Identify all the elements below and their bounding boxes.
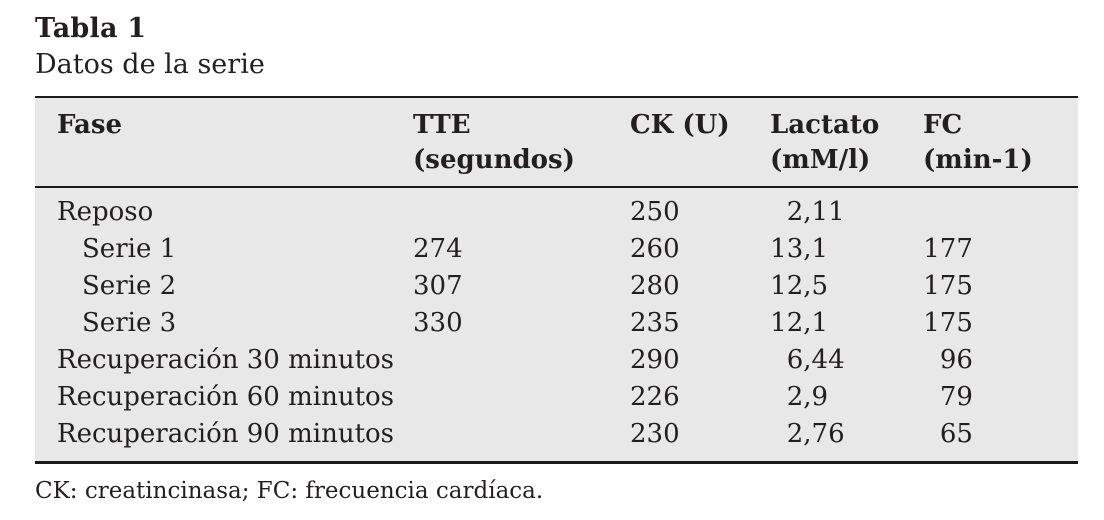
header-label: TTE: [413, 110, 471, 140]
table-subtitle: Datos de la serie: [35, 49, 265, 80]
header-label: FC: [923, 110, 963, 140]
fc-value: 96: [939, 345, 973, 375]
table-title: Tabla 1: [35, 13, 147, 44]
cell-fase: Recuperación 60 minutos: [57, 382, 395, 412]
fc-value: 175: [923, 308, 973, 338]
cell-ck: 290: [630, 345, 680, 375]
cell-lactato: 6,44: [786, 345, 845, 375]
fc-value: 177: [923, 234, 973, 264]
cell-fc: 175: [923, 268, 1078, 305]
cell-fc: 79: [923, 379, 1078, 416]
cell-tte: [413, 342, 630, 379]
table-body: Reposo 250 2,11 Serie 1 274 260 13,1 177…: [35, 187, 1078, 463]
cell-lactato: 2,76: [786, 419, 845, 449]
cell-tte: 274: [413, 234, 463, 264]
cell-tte: [413, 187, 630, 231]
table-row: Serie 1 274 260 13,1 177: [35, 231, 1078, 268]
cell-ck: 280: [630, 271, 680, 301]
cell-ck: 260: [630, 234, 680, 264]
cell-fc: 65: [923, 416, 1078, 463]
fc-value: 65: [939, 419, 973, 449]
cell-lactato: 12,5: [770, 271, 829, 301]
cell-tte: 307: [413, 271, 463, 301]
cell-ck: 235: [630, 308, 680, 338]
fc-value: 175: [923, 271, 973, 301]
table-header: Fase TTE (segundos) CK (U) Lactato (mM/l…: [35, 97, 1078, 188]
cell-lactato: 2,11: [786, 197, 845, 227]
cell-fase: Serie 1: [82, 234, 177, 264]
cell-fc: [923, 187, 1078, 231]
cell-fc: 175: [923, 305, 1078, 342]
header-label: Lactato: [770, 110, 880, 140]
table-row: Serie 3 330 235 12,1 175: [35, 305, 1078, 342]
table-row: Recuperación 60 minutos 226 2,9 79: [35, 379, 1078, 416]
table-row: Recuperación 30 minutos 290 6,44 96: [35, 342, 1078, 379]
cell-fc: 96: [923, 342, 1078, 379]
header-cell-fc: FC (min-1): [923, 97, 1078, 188]
header-label: Fase: [57, 110, 123, 140]
header-cell-lactato: Lactato (mM/l): [770, 97, 923, 188]
cell-ck: 226: [630, 382, 680, 412]
table-row: Reposo 250 2,11: [35, 187, 1078, 231]
header-sublabel: (min-1): [923, 145, 1033, 175]
cell-fase: Reposo: [57, 197, 154, 227]
table-row: Recuperación 90 minutos 230 2,76 65: [35, 416, 1078, 463]
cell-fc: 177: [923, 231, 1078, 268]
cell-fase: Recuperación 90 minutos: [57, 419, 395, 449]
cell-ck: 230: [630, 419, 680, 449]
cell-fase: Serie 3: [82, 308, 177, 338]
header-row: Fase TTE (segundos) CK (U) Lactato (mM/l…: [35, 97, 1078, 188]
cell-lactato: 2,9: [786, 382, 829, 412]
cell-fase: Serie 2: [82, 271, 177, 301]
cell-tte: 330: [413, 308, 463, 338]
header-sublabel: (segundos): [413, 145, 575, 175]
table-row: Serie 2 307 280 12,5 175: [35, 268, 1078, 305]
cell-lactato: 13,1: [770, 234, 829, 264]
header-sublabel: (mM/l): [770, 145, 871, 175]
cell-ck: 250: [630, 197, 680, 227]
data-table: Fase TTE (segundos) CK (U) Lactato (mM/l…: [35, 96, 1078, 464]
header-cell-fase: Fase: [35, 97, 413, 188]
table-footnote: CK: creatincinasa; FC: frecuencia cardía…: [35, 478, 544, 504]
cell-fase: Recuperación 30 minutos: [57, 345, 395, 375]
fc-value: 79: [939, 382, 973, 412]
cell-tte: [413, 416, 630, 463]
cell-tte: [413, 379, 630, 416]
header-label: CK (U): [630, 110, 730, 140]
cell-lactato: 12,1: [770, 308, 829, 338]
header-cell-tte: TTE (segundos): [413, 97, 630, 188]
header-cell-ck: CK (U): [630, 97, 770, 188]
